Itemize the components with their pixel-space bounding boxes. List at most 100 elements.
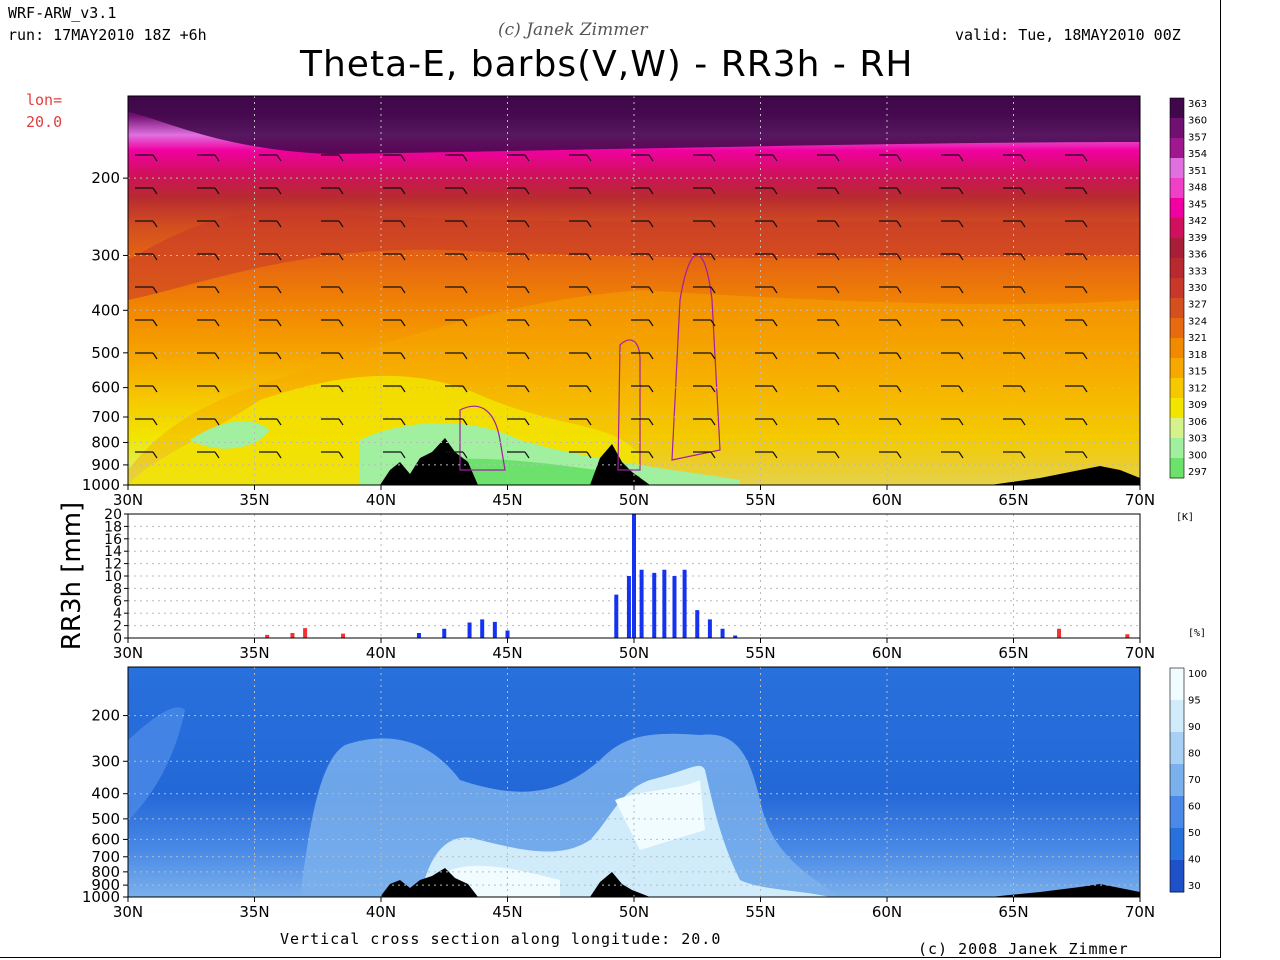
wind-barb <box>259 418 282 426</box>
wind-barb <box>383 187 406 195</box>
precip-y-tick-label: 4 <box>113 606 122 622</box>
wind-barb-flag <box>462 253 468 261</box>
theta-e-colorbar-swatch <box>1170 278 1184 299</box>
rh-y-tick-label: 400 <box>91 785 120 803</box>
theta-e-colorbar-swatch <box>1170 438 1184 459</box>
wind-barb-flag <box>1082 451 1088 459</box>
wind-barb-flag <box>214 451 220 459</box>
wind-barb-flag <box>400 253 406 261</box>
theta-e-panel: 200 300 400 500 600 700 800 900 1000 30N 35N 40N 45… <box>82 95 1155 509</box>
wind-barb <box>321 253 344 261</box>
wind-barb-flag <box>1020 187 1026 195</box>
wind-barb-flag <box>772 352 778 360</box>
precip-y-tick-label: 14 <box>104 544 122 560</box>
chart-title: Theta-E, barbs(V,W) - RR3h - RH <box>300 44 914 85</box>
theta-e-x-tick-label: 45N <box>492 491 522 509</box>
wind-barb <box>941 154 964 162</box>
wind-barb <box>197 418 220 426</box>
wind-barb <box>879 154 902 162</box>
wind-barb-flag <box>772 418 778 426</box>
wind-barb <box>693 319 716 327</box>
wind-barb-flag <box>524 154 530 162</box>
wind-barb <box>755 385 778 393</box>
wind-barb <box>507 418 530 426</box>
rh-colorbar-label: 70 <box>1188 775 1201 786</box>
theta-e-colorbar-swatch <box>1170 178 1184 199</box>
theta-e-colorbar-label: 354 <box>1188 149 1207 160</box>
wind-barb-flag <box>586 220 592 228</box>
theta-e-y-ticks: 200 300 400 500 600 700 800 900 1000 <box>82 169 128 494</box>
wind-barb <box>507 253 530 261</box>
rh-colorbar-label: 50 <box>1188 828 1201 839</box>
theta-e-colorbar-label: 318 <box>1188 350 1207 361</box>
wind-barb-flag <box>648 286 654 294</box>
wind-barb <box>879 253 902 261</box>
theta-e-y-tick-label: 700 <box>91 408 120 426</box>
wind-barb <box>1003 418 1026 426</box>
wind-barb <box>1003 220 1026 228</box>
wind-barb <box>817 253 840 261</box>
wind-barb <box>197 220 220 228</box>
wind-barb-flag <box>400 220 406 228</box>
rh-very-moist-region <box>420 765 830 897</box>
rh-saturated-region-2 <box>615 780 705 850</box>
wind-barb <box>445 451 468 459</box>
wind-barb-flag <box>958 187 964 195</box>
theta-e-colorbar-swatch <box>1170 398 1184 419</box>
theta-e-colorbar-swatch <box>1170 458 1184 479</box>
wind-barb <box>693 187 716 195</box>
wind-barb-flag <box>1082 418 1088 426</box>
theta-e-colorbar-label: 309 <box>1188 400 1207 411</box>
wind-barb <box>755 286 778 294</box>
theta-e-colorbar-label: 360 <box>1188 116 1207 127</box>
theta-e-y-tick-label: 400 <box>91 301 120 319</box>
wind-barb <box>569 253 592 261</box>
wind-barb <box>197 187 220 195</box>
wind-barb <box>693 286 716 294</box>
wind-barb-flag <box>276 253 282 261</box>
wind-barb-flag <box>462 154 468 162</box>
wind-barb <box>631 352 654 360</box>
wind-barb <box>693 253 716 261</box>
wind-barb-flag <box>1020 253 1026 261</box>
theta-e-green-patch-1 <box>190 421 270 449</box>
wind-barb-flag <box>524 385 530 393</box>
theta-e-colorbar-swatch <box>1170 238 1184 259</box>
wind-barb-flag <box>214 253 220 261</box>
valid-label: valid: Tue, 18MAY2010 00Z <box>955 26 1181 44</box>
theta-e-y-tick-label: 600 <box>91 379 120 397</box>
wind-barb-flag <box>710 418 716 426</box>
theta-e-colorbar-swatch <box>1170 338 1184 359</box>
theta-e-colorbar-swatch <box>1170 318 1184 339</box>
rh-x-tick-label: 45N <box>492 903 522 921</box>
wind-barb-flag <box>896 187 902 195</box>
longitude-label-key: lon= <box>26 91 63 109</box>
wind-barb-flag <box>152 253 158 261</box>
wind-barbs <box>135 154 1088 459</box>
rh-colorbar-frame <box>1169 667 1185 893</box>
theta-e-colorbar-swatch <box>1170 98 1184 119</box>
rh-y-tick-label: 1000 <box>82 888 120 906</box>
precip-x-tick-label: 35N <box>239 644 269 662</box>
wind-barb <box>445 286 468 294</box>
wind-barb-flag <box>896 352 902 360</box>
precip-y-tick-label: 20 <box>104 507 122 523</box>
wind-barb-flag <box>648 154 654 162</box>
theta-e-colorbar-label: 306 <box>1188 417 1207 428</box>
wind-barb-flag <box>586 286 592 294</box>
wind-barb-flag <box>710 319 716 327</box>
wind-barb-flag <box>834 385 840 393</box>
theta-e-colorbar-label: 324 <box>1188 316 1207 327</box>
wind-barb-flag <box>400 319 406 327</box>
precip-x-tick-label: 50N <box>619 644 649 662</box>
wind-barb <box>1065 385 1088 393</box>
wind-barb <box>569 220 592 228</box>
wind-barb-flag <box>214 352 220 360</box>
wind-barb <box>755 352 778 360</box>
wind-barb-flag <box>400 451 406 459</box>
wind-barb <box>259 187 282 195</box>
wind-barb <box>817 385 840 393</box>
theta-e-x-tick-label: 40N <box>366 491 396 509</box>
wind-barb-flag <box>524 220 530 228</box>
wind-barb <box>1003 253 1026 261</box>
